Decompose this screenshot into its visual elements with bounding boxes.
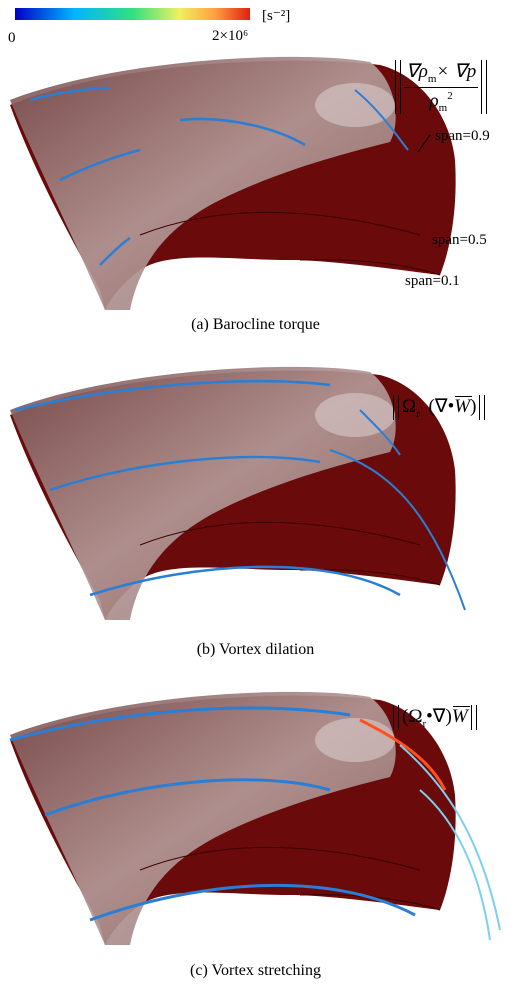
colorbar-max: 2×10⁶ (212, 28, 248, 45)
blade-panel-c (10, 692, 456, 945)
formula-part: •∇) (426, 706, 452, 727)
blade-panel-a (10, 57, 456, 310)
formula-part: × ∇p (436, 61, 476, 82)
formula-part: Ω (402, 396, 416, 417)
formula-a: ∇ρm× ∇p ρm2 (395, 60, 487, 114)
caption: (a) Barocline torque (0, 316, 511, 334)
formula-part: ρ (430, 90, 439, 111)
formula-part: W (452, 706, 468, 728)
formula-c: (Ωr•∇)W (393, 705, 477, 730)
formula-part: ) (470, 396, 476, 417)
colorbar-min: 0 (8, 30, 16, 47)
formula-part: W (454, 396, 470, 418)
span-label: span=0.9 (435, 128, 490, 145)
colorbar-unit: [s⁻²] (262, 6, 290, 25)
span-label: span=0.1 (405, 273, 460, 290)
caption: (c) Vortex stretching (0, 962, 511, 980)
formula-part: (Ω (402, 706, 422, 727)
formula-b: Ωr (∇•W) (393, 395, 485, 420)
span-label: span=0.5 (432, 232, 487, 249)
figure-graphics (0, 0, 511, 985)
colorbar (15, 8, 250, 20)
figure: 0 2×10⁶ [s⁻²] ∇ρm× ∇p ρm2 span=0.9 span=… (0, 0, 511, 985)
formula-part: ∇ρ (406, 61, 428, 82)
caption: (b) Vortex dilation (0, 641, 511, 659)
formula-part: 2 (447, 90, 453, 102)
blade-panel-b (10, 367, 456, 620)
formula-part: (∇• (429, 396, 455, 417)
formula-part: r (416, 408, 420, 420)
formula-part: m (439, 102, 448, 114)
